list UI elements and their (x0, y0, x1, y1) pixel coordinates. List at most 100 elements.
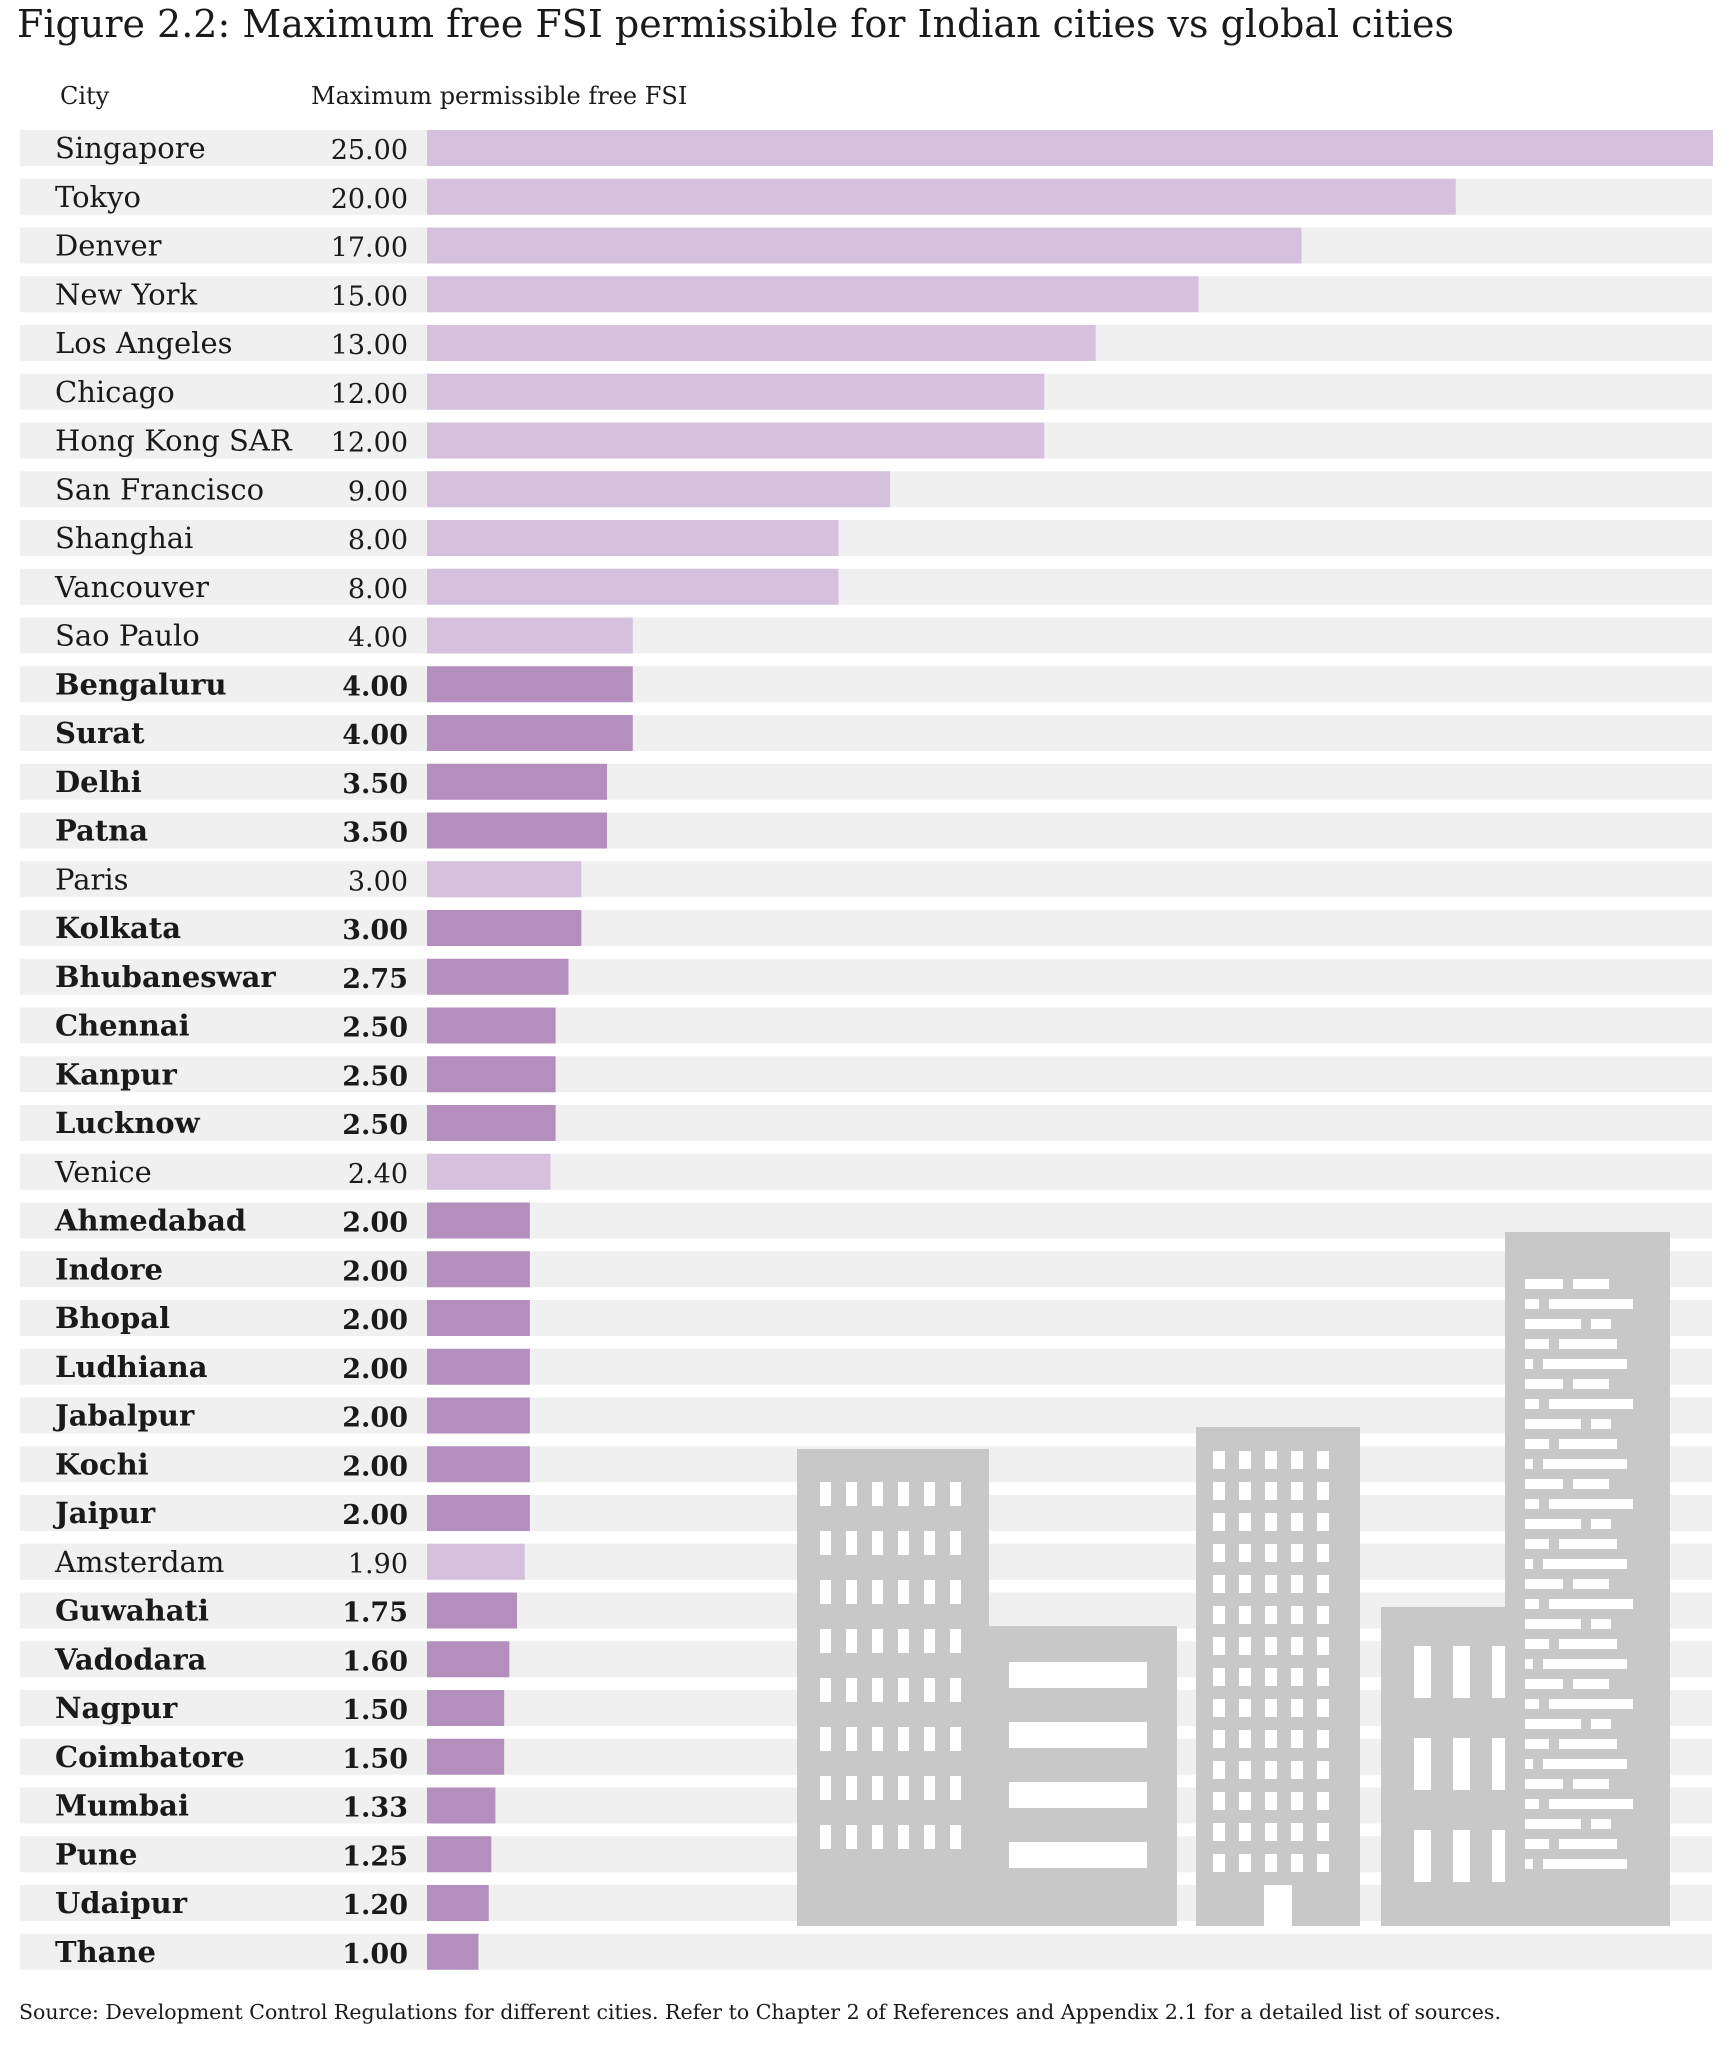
value-label: 2.00 (342, 1451, 408, 1482)
value-label: 2.00 (342, 1500, 408, 1531)
category-label: Venice (54, 1155, 152, 1189)
category-label: Hong Kong SAR (55, 424, 293, 458)
value-label: 1.20 (342, 1890, 408, 1921)
row-band (20, 1251, 1712, 1288)
bar (427, 1105, 556, 1141)
row-band (20, 1202, 1712, 1239)
bar (427, 276, 1199, 313)
row-band (20, 1056, 1712, 1093)
category-label: Vancouver (54, 570, 209, 604)
value-label: 1.00 (342, 1939, 408, 1970)
bar (427, 227, 1302, 264)
value-label: 1.75 (342, 1598, 408, 1629)
bar (427, 422, 1045, 459)
value-label: 1.25 (342, 1841, 408, 1872)
row-band (20, 715, 1712, 751)
category-label: Coimbatore (55, 1740, 245, 1774)
category-label: Singapore (55, 131, 206, 165)
bar-chart: Singapore 25.00 Tokyo 20.00 Denver 17.00 New Y… (20, 130, 1713, 1970)
bar (427, 130, 1713, 166)
bar (427, 1738, 505, 1775)
bar (427, 1446, 530, 1483)
bar (427, 1348, 530, 1385)
category-label: Amsterdam (54, 1545, 224, 1579)
category-label: Chicago (55, 375, 175, 409)
value-label: 4.00 (342, 671, 408, 702)
value-label: 12.00 (331, 428, 408, 459)
category-label: Kochi (55, 1447, 149, 1481)
bar (427, 373, 1045, 410)
row-band (20, 1105, 1712, 1141)
bar (427, 568, 839, 605)
category-label: Los Angeles (55, 326, 232, 360)
category-label: Bhubaneswar (55, 960, 276, 994)
value-label: 1.60 (342, 1646, 408, 1677)
bar (427, 1543, 525, 1580)
bar (427, 1495, 530, 1531)
value-label: 2.50 (342, 1110, 408, 1141)
bar (427, 1153, 551, 1190)
category-label: Patna (55, 814, 148, 848)
row-band (20, 520, 1712, 556)
category-label: Paris (55, 862, 129, 896)
value-label: 12.00 (331, 379, 408, 410)
value-label: 2.00 (342, 1256, 408, 1287)
value-label: 1.90 (348, 1549, 408, 1580)
bar (427, 1007, 556, 1044)
bar (427, 1300, 530, 1336)
row-band (20, 861, 1712, 898)
bar (427, 1933, 479, 1970)
category-label: Udaipur (55, 1886, 188, 1920)
category-label: Bhopal (55, 1301, 170, 1335)
chart-title: Figure 2.2: Maximum free FSI permissible… (17, 2, 1455, 46)
category-label: Ludhiana (55, 1350, 208, 1384)
row-band (20, 1348, 1712, 1385)
row-band (20, 1397, 1712, 1434)
category-label: Vadodara (54, 1642, 207, 1676)
value-label: 13.00 (331, 330, 408, 361)
bar (427, 1397, 530, 1434)
bar (427, 958, 569, 995)
row-band (20, 617, 1712, 654)
bar (427, 715, 633, 751)
bar (427, 1056, 556, 1093)
value-label: 4.00 (342, 720, 408, 751)
bar (427, 861, 582, 898)
category-label: Jaipur (52, 1496, 156, 1530)
column-header-city: City (60, 82, 110, 110)
source-note: Source: Development Control Regulations … (19, 2000, 1501, 2024)
value-label: 9.00 (348, 476, 408, 507)
row-band (20, 812, 1712, 849)
bar (427, 812, 608, 849)
category-label: Ahmedabad (54, 1204, 246, 1238)
value-label: 15.00 (331, 281, 408, 312)
bar (427, 1690, 505, 1726)
bar (427, 1885, 489, 1921)
row-band (20, 666, 1712, 703)
labels: Singapore 25.00 Tokyo 20.00 Denver 17.00 New Y… (52, 131, 408, 1970)
value-label: 1.33 (342, 1793, 408, 1824)
value-label: 17.00 (331, 233, 408, 264)
category-label: Jabalpur (52, 1399, 195, 1433)
category-label: Mumbai (55, 1789, 189, 1823)
category-label: Pune (55, 1837, 137, 1871)
value-label: 2.75 (342, 964, 408, 995)
category-label: Guwahati (55, 1594, 209, 1628)
category-label: Surat (55, 716, 145, 750)
bar (427, 666, 633, 703)
row-band (20, 1933, 1712, 1970)
value-label: 1.50 (342, 1695, 408, 1726)
category-label: Bengaluru (55, 667, 227, 701)
category-label: New York (55, 277, 198, 311)
value-label: 3.00 (348, 866, 408, 897)
category-label: Sao Paulo (55, 619, 200, 653)
bar (427, 520, 839, 556)
bar (427, 1787, 496, 1824)
category-label: Nagpur (55, 1691, 178, 1725)
bar (427, 1836, 492, 1873)
row-band (20, 1300, 1712, 1336)
value-label: 2.00 (342, 1354, 408, 1385)
category-label: Chennai (55, 1009, 190, 1043)
bar (427, 1592, 518, 1629)
value-label: 2.40 (348, 1159, 408, 1190)
